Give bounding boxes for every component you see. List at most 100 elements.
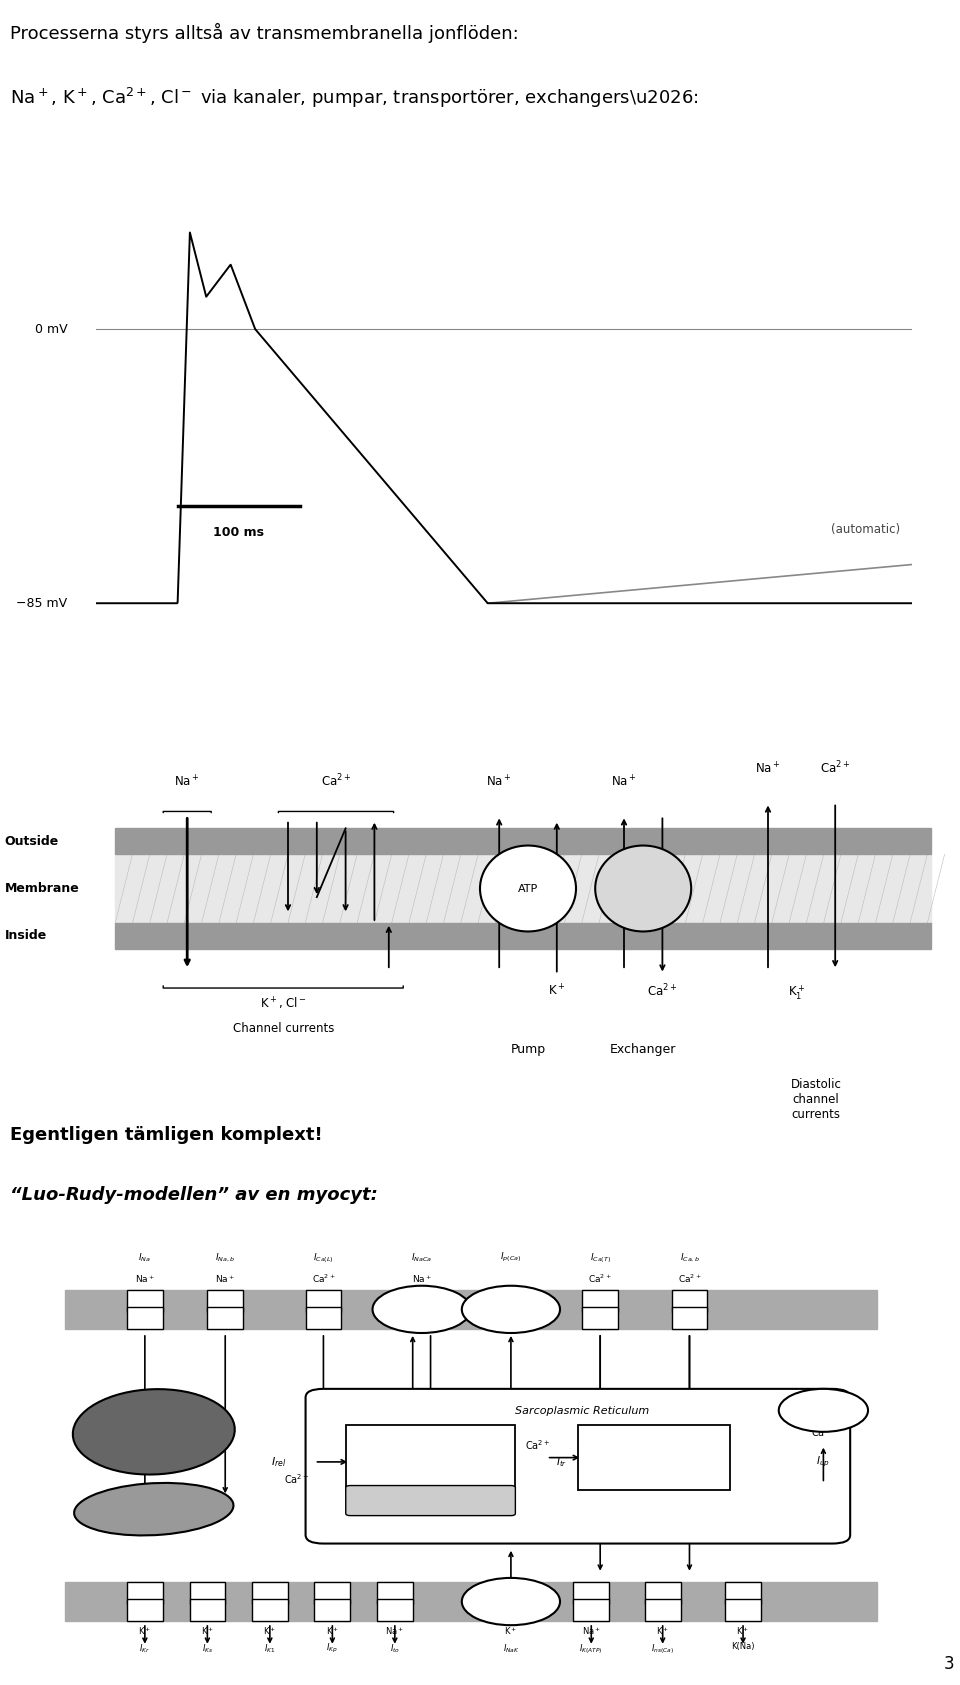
Circle shape bbox=[372, 1286, 470, 1333]
Circle shape bbox=[462, 1286, 560, 1333]
Text: Na$^+$: Na$^+$ bbox=[487, 775, 512, 790]
Text: K$^+$: K$^+$ bbox=[263, 1624, 276, 1636]
Bar bbox=[127, 1599, 163, 1621]
Text: Ca$^{2+}$: Ca$^{2+}$ bbox=[284, 1473, 309, 1486]
Ellipse shape bbox=[480, 846, 576, 932]
Bar bbox=[64, 1291, 877, 1329]
Bar bbox=[64, 1582, 877, 1621]
Text: Na$^+$: Na$^+$ bbox=[175, 775, 200, 790]
Text: $I_{p(Ca)}$: $I_{p(Ca)}$ bbox=[500, 1252, 521, 1264]
Bar bbox=[127, 1308, 163, 1329]
Ellipse shape bbox=[595, 846, 691, 932]
Text: Membrane: Membrane bbox=[5, 881, 80, 895]
Bar bbox=[207, 1308, 243, 1329]
Text: $I_{Ca(L)}$: $I_{Ca(L)}$ bbox=[313, 1252, 334, 1265]
Text: Ca$^{2+}$: Ca$^{2+}$ bbox=[401, 1522, 424, 1535]
Text: $I_{rel}$: $I_{rel}$ bbox=[271, 1456, 286, 1469]
FancyBboxPatch shape bbox=[346, 1426, 516, 1490]
Bar bbox=[305, 1308, 342, 1329]
Text: Processerna styrs alltså av transmembranella jonflöden:: Processerna styrs alltså av transmembran… bbox=[10, 24, 518, 44]
Text: Na$^+$: Na$^+$ bbox=[756, 762, 780, 777]
Text: Pump: Pump bbox=[511, 1043, 545, 1056]
Text: Ca$^{2+}$: Ca$^{2+}$ bbox=[647, 982, 678, 999]
Text: Na$^+$: Na$^+$ bbox=[582, 1624, 601, 1636]
Text: Ca$^{2+}$: Ca$^{2+}$ bbox=[312, 1272, 335, 1286]
Bar bbox=[573, 1599, 609, 1621]
Text: $I_{Ca,b}$: $I_{Ca,b}$ bbox=[680, 1252, 700, 1264]
Text: Ca$^{2+}$: Ca$^{2+}$ bbox=[810, 1426, 836, 1439]
Text: $I_{NaK}$: $I_{NaK}$ bbox=[503, 1643, 519, 1655]
FancyBboxPatch shape bbox=[578, 1426, 730, 1490]
Bar bbox=[573, 1582, 609, 1604]
Text: K$^+$: K$^+$ bbox=[736, 1624, 750, 1636]
Bar bbox=[645, 1582, 681, 1604]
Text: K$_1^+$: K$_1^+$ bbox=[788, 982, 805, 1003]
Text: Ca$^{2+}$: Ca$^{2+}$ bbox=[500, 1522, 522, 1535]
Bar bbox=[189, 1582, 226, 1604]
Bar bbox=[583, 1291, 618, 1311]
Text: K$^+$: K$^+$ bbox=[548, 982, 565, 998]
Bar bbox=[672, 1308, 708, 1329]
Text: Na$^+$, K$^+$, Ca$^{2+}$, Cl$^-$ via kanaler, pumpar, transportörer, exchangers\: Na$^+$, K$^+$, Ca$^{2+}$, Cl$^-$ via kan… bbox=[10, 86, 698, 111]
Bar bbox=[189, 1599, 226, 1621]
FancyBboxPatch shape bbox=[305, 1388, 851, 1543]
Text: 0 mV: 0 mV bbox=[35, 322, 67, 335]
Bar bbox=[252, 1599, 288, 1621]
Circle shape bbox=[462, 1577, 560, 1624]
Text: Calmodulin: Calmodulin bbox=[123, 1505, 184, 1515]
Text: K(Na): K(Na) bbox=[732, 1643, 755, 1651]
Bar bbox=[377, 1599, 413, 1621]
Ellipse shape bbox=[73, 1388, 235, 1474]
Text: Ca$^{2+}$: Ca$^{2+}$ bbox=[820, 760, 851, 777]
Text: Diastolic
channel
currents: Diastolic channel currents bbox=[791, 1078, 841, 1121]
Text: Ca$^{2+}$: Ca$^{2+}$ bbox=[321, 773, 351, 790]
Circle shape bbox=[779, 1388, 868, 1432]
Text: $I_{K(ATP)}$: $I_{K(ATP)}$ bbox=[580, 1643, 603, 1656]
Text: $I_{up}$: $I_{up}$ bbox=[816, 1454, 830, 1469]
Text: $I_{Ca(T)}$: $I_{Ca(T)}$ bbox=[589, 1252, 611, 1265]
Text: NSR: NSR bbox=[641, 1441, 666, 1451]
Text: “Luo-Rudy-modellen” av en myocyt:: “Luo-Rudy-modellen” av en myocyt: bbox=[10, 1186, 377, 1205]
Text: Na$^+$: Na$^+$ bbox=[134, 1272, 155, 1284]
Bar bbox=[127, 1291, 163, 1311]
Text: Ca$^{2+}$: Ca$^{2+}$ bbox=[650, 1437, 676, 1451]
Text: K$^+$: K$^+$ bbox=[325, 1624, 339, 1636]
Text: $I_{leak}$: $I_{leak}$ bbox=[681, 1456, 701, 1469]
Text: $I_{Kr}$: $I_{Kr}$ bbox=[139, 1643, 151, 1655]
Text: ATP: ATP bbox=[517, 883, 539, 893]
Bar bbox=[725, 1582, 761, 1604]
Bar bbox=[315, 1599, 350, 1621]
Bar bbox=[127, 1582, 163, 1604]
Bar bbox=[725, 1599, 761, 1621]
Text: K$^+$: K$^+$ bbox=[138, 1624, 152, 1636]
Bar bbox=[583, 1308, 618, 1329]
Text: Ca$^{2+}$: Ca$^{2+}$ bbox=[678, 1272, 702, 1286]
Bar bbox=[115, 829, 931, 854]
Text: K$^+$, Cl$^-$: K$^+$, Cl$^-$ bbox=[260, 996, 306, 1013]
Text: Ca$^{2+}$: Ca$^{2+}$ bbox=[588, 1272, 612, 1286]
Text: (automatic): (automatic) bbox=[830, 522, 900, 536]
FancyBboxPatch shape bbox=[2, 1233, 940, 1673]
Text: Egentligen tämligen komplext!: Egentligen tämligen komplext! bbox=[10, 1126, 323, 1144]
Text: $I_{tr}$: $I_{tr}$ bbox=[556, 1456, 566, 1469]
Bar bbox=[305, 1291, 342, 1311]
Bar bbox=[645, 1599, 681, 1621]
Text: $I_{Ks}$: $I_{Ks}$ bbox=[202, 1643, 213, 1655]
Text: $I_{to}$: $I_{to}$ bbox=[390, 1643, 400, 1655]
Bar bbox=[252, 1582, 288, 1604]
Text: K$^+$: K$^+$ bbox=[201, 1624, 214, 1636]
Text: Troponin: Troponin bbox=[128, 1427, 180, 1437]
Text: Sarcoplasmic Reticulum: Sarcoplasmic Reticulum bbox=[516, 1405, 650, 1415]
Text: Outside: Outside bbox=[5, 834, 60, 848]
Text: Ca$^{2+}$: Ca$^{2+}$ bbox=[525, 1437, 550, 1451]
Bar bbox=[672, 1291, 708, 1311]
FancyBboxPatch shape bbox=[346, 1486, 516, 1515]
Bar bbox=[377, 1582, 413, 1604]
Text: $I_{ns(Ca)}$: $I_{ns(Ca)}$ bbox=[651, 1643, 674, 1656]
Text: K$^+$: K$^+$ bbox=[504, 1624, 517, 1636]
Bar bbox=[207, 1291, 243, 1311]
Text: Na$^+$: Na$^+$ bbox=[385, 1624, 404, 1636]
Text: $I_{Kp}$: $I_{Kp}$ bbox=[326, 1643, 338, 1655]
Text: $I_{K1}$: $I_{K1}$ bbox=[264, 1643, 276, 1655]
Text: Na$^+$: Na$^+$ bbox=[612, 775, 636, 790]
